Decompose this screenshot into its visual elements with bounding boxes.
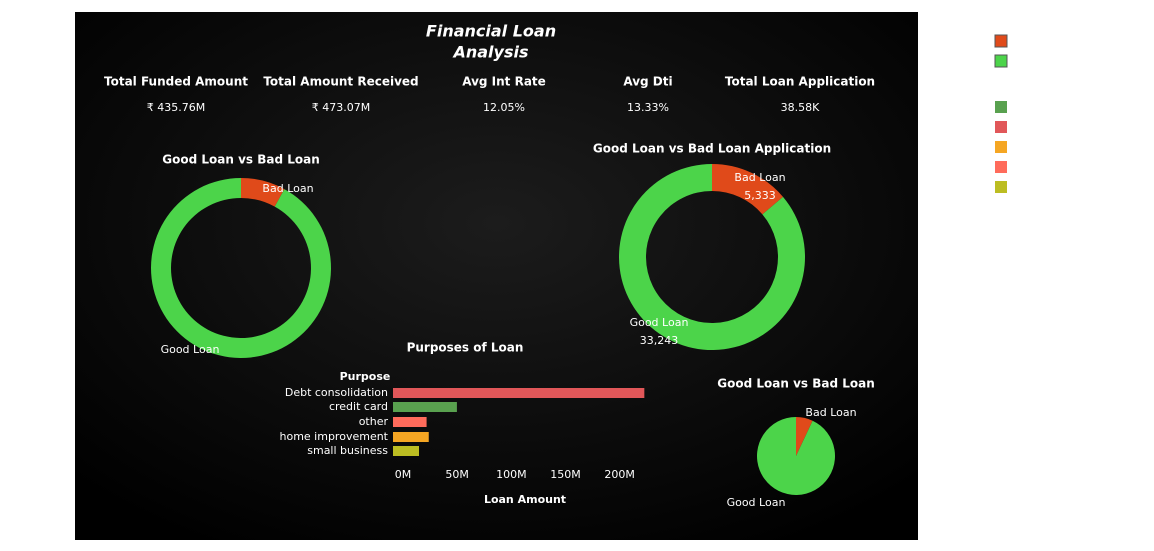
category-label: home improvement [280, 430, 389, 443]
bar [393, 402, 457, 412]
swatch [995, 121, 1007, 133]
axis-title: Loan Amount [484, 493, 566, 506]
slice-label: Bad Loan [734, 171, 785, 184]
x-tick-label: 150M [550, 468, 581, 481]
category-label: Debt consolidation [285, 386, 388, 399]
kpi-label: Total Amount Received [263, 75, 418, 89]
kpi-value: ₹ 473.07M [312, 101, 370, 114]
title: Financial Loan [426, 22, 556, 41]
category-label: credit card [329, 400, 388, 413]
swatch [995, 181, 1007, 193]
value-label: 33,243 [640, 334, 679, 347]
kpi-value: ₹ 435.76M [147, 101, 205, 114]
swatch [995, 161, 1007, 173]
category-label: other [359, 415, 389, 428]
bar [393, 432, 429, 442]
slice-label: Bad Loan [805, 406, 856, 419]
swatch [995, 141, 1007, 153]
kpi-value: 12.05% [483, 101, 525, 114]
legend-swatches [994, 34, 1008, 193]
slice-label: Good Loan [161, 343, 220, 356]
bar [393, 388, 645, 398]
slice-label: Good Loan [630, 316, 689, 329]
x-tick-label: 200M [604, 468, 635, 481]
slice [757, 417, 835, 495]
kpi-label: Total Loan Application [725, 75, 875, 89]
bar [393, 417, 427, 427]
kpi-label: Avg Int Rate [462, 75, 546, 89]
x-tick-label: 0M [395, 468, 412, 481]
kpi-value: 38.58K [781, 101, 820, 114]
slice [796, 417, 813, 456]
value-label: 5,333 [744, 189, 776, 202]
kpi-label: Total Funded Amount [104, 75, 248, 89]
kpi-label: Avg Dti [623, 75, 672, 89]
chart-title: Good Loan vs Bad Loan [162, 153, 320, 167]
chart-title: Good Loan vs Bad Loan Application [593, 142, 831, 156]
kpi-value: 13.33% [627, 101, 669, 114]
slice-label: Good Loan [727, 496, 786, 509]
title: Analysis [451, 43, 528, 62]
category-label: small business [307, 444, 388, 457]
swatch [994, 54, 1008, 68]
swatch [994, 34, 1008, 48]
bar [393, 446, 419, 456]
axis-title: Purpose [340, 370, 391, 383]
chart-title: Good Loan vs Bad Loan [717, 377, 875, 391]
x-tick-label: 50M [445, 468, 469, 481]
slice-label: Bad Loan [262, 182, 313, 195]
slice [712, 164, 784, 215]
slice [241, 178, 285, 207]
x-tick-label: 100M [496, 468, 527, 481]
chart-title: Purposes of Loan [407, 341, 524, 355]
swatch [995, 101, 1007, 113]
